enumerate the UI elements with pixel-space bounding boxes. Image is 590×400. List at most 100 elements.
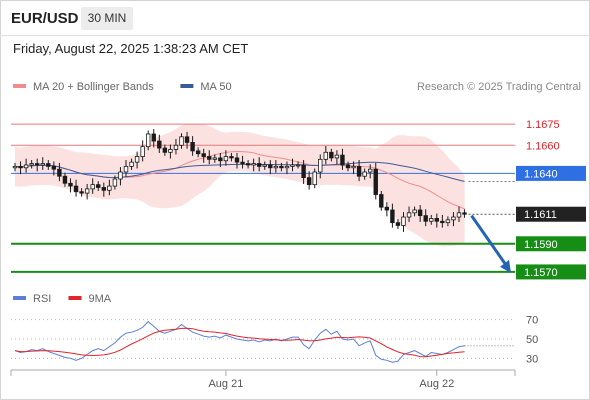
rsi-line xyxy=(14,320,465,363)
candle-body xyxy=(46,163,51,167)
level-label: 1.1675 xyxy=(526,119,560,131)
candle-body xyxy=(173,144,179,150)
candle-body xyxy=(112,178,118,187)
rsi-tick-label: 50 xyxy=(526,334,538,346)
candle-body xyxy=(35,163,40,166)
projection-arrow xyxy=(470,214,510,269)
candle-body xyxy=(123,165,129,173)
candle-body xyxy=(406,212,412,218)
candle-body xyxy=(268,164,273,169)
x-tick-label: Aug 21 xyxy=(208,378,243,390)
candle-body xyxy=(140,146,145,157)
candle-body xyxy=(195,150,201,155)
legend-label: MA 50 xyxy=(200,81,231,93)
level-label: 1.1640 xyxy=(524,168,558,180)
candle-body xyxy=(318,158,323,173)
rsi-legend-swatch xyxy=(13,296,26,300)
candle-body xyxy=(356,165,362,177)
candle-body xyxy=(223,156,229,162)
candle-body xyxy=(295,164,301,167)
candle-body xyxy=(384,206,390,211)
rsi-legend-swatch xyxy=(68,296,82,300)
candle-body xyxy=(251,163,256,166)
level-label: 1.1660 xyxy=(526,140,560,152)
candle-body xyxy=(284,165,290,169)
copyright-text: Research © 2025 Trading Central xyxy=(417,81,581,93)
rsi-tick-label: 70 xyxy=(526,315,538,327)
level-label-bg xyxy=(516,165,586,181)
candle-body xyxy=(306,177,312,186)
candle-body xyxy=(301,164,306,179)
candle-body xyxy=(429,218,434,222)
ma50-line xyxy=(14,161,465,182)
candle-body xyxy=(179,136,184,146)
projection-arrowhead xyxy=(500,259,511,273)
rsi-9ma-line xyxy=(14,327,465,358)
candle-body xyxy=(96,184,101,188)
candle-body xyxy=(279,165,284,169)
candle-body xyxy=(168,149,173,153)
candle-body xyxy=(23,164,29,169)
candle-body xyxy=(18,165,23,169)
candle-body xyxy=(73,185,79,193)
candle-body xyxy=(312,171,317,186)
candle-body xyxy=(367,168,373,173)
candle-body xyxy=(62,175,68,184)
legend-swatch xyxy=(180,84,194,88)
candle-body xyxy=(412,209,417,214)
candle-body xyxy=(190,142,195,152)
candle-body xyxy=(462,212,467,215)
candle-body xyxy=(351,165,356,169)
candle-body xyxy=(329,151,334,159)
candle-body xyxy=(212,157,217,160)
candle-body xyxy=(12,165,18,169)
candle-body xyxy=(390,209,395,224)
candle-body xyxy=(201,153,206,157)
candle-body xyxy=(334,154,340,159)
candle-body xyxy=(145,133,151,148)
candle-body xyxy=(395,222,401,226)
level-label: 1.1570 xyxy=(524,267,558,279)
candle-body xyxy=(234,157,240,163)
candle-body xyxy=(229,156,234,159)
candle-body xyxy=(151,133,156,142)
level-label: 1.1590 xyxy=(524,239,558,251)
chart-datetime: Friday, August 22, 2025 1:38:23 AM CET xyxy=(13,41,249,56)
candle-body xyxy=(184,136,190,143)
candle-body xyxy=(68,182,73,187)
legend-swatch xyxy=(13,84,26,88)
candle-body xyxy=(445,219,451,224)
candle-body xyxy=(207,156,212,160)
level-label-bg xyxy=(516,264,586,280)
header-divider xyxy=(0,35,590,36)
chart-header: EUR/USD 30 MIN xyxy=(0,0,590,36)
timeframe-badge[interactable]: 30 MIN xyxy=(81,7,133,30)
candle-body xyxy=(256,163,262,167)
level-label-bg xyxy=(516,236,586,252)
x-tick-label: Aug 22 xyxy=(419,378,454,390)
candle-body xyxy=(417,209,423,217)
candle-body xyxy=(57,168,62,177)
bollinger-band xyxy=(15,123,465,247)
candle-body xyxy=(90,184,95,190)
candle-body xyxy=(134,156,140,163)
candle-body xyxy=(245,163,251,166)
candle-body xyxy=(345,164,351,169)
candle-body xyxy=(262,164,267,167)
candle-body xyxy=(423,215,428,222)
candle-body xyxy=(401,216,406,226)
candle-body xyxy=(340,154,345,166)
candle-body xyxy=(373,168,378,195)
candle-body xyxy=(79,191,84,194)
current-price-label: 1.1611 xyxy=(524,209,557,221)
candle-body xyxy=(273,165,279,169)
rsi-legend-label: RSI xyxy=(33,293,51,305)
rsi-tick-label: 30 xyxy=(526,353,538,365)
candle-body xyxy=(84,188,90,194)
candle-body xyxy=(456,212,462,218)
candle-body xyxy=(157,140,162,149)
candle-body xyxy=(290,164,295,167)
candle-body xyxy=(440,220,445,224)
candle-body xyxy=(51,165,57,170)
